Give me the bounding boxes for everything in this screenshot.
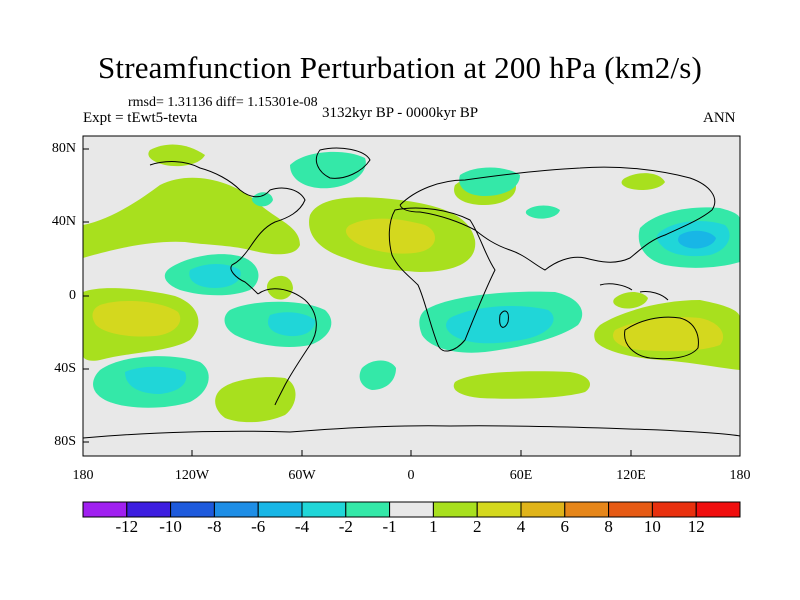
map-title: Streamfunction Perturbation at 200 hPa (… <box>97 50 703 85</box>
lon-label-180e: 180 <box>729 468 751 483</box>
colorbar-cell <box>389 501 434 518</box>
colorbar-cell <box>82 501 128 518</box>
colorbar-label: 2 <box>472 517 482 536</box>
colorbar-label: -10 <box>159 517 182 536</box>
lon-label-60e: 60E <box>509 468 533 483</box>
lat-label-40n: 40N <box>51 214 76 229</box>
map-frame <box>82 135 741 457</box>
contour-pos-indian-south <box>453 371 590 399</box>
lon-label-180w: 180 <box>72 468 94 483</box>
colorbar-cell <box>345 501 391 518</box>
colorbar-cell <box>695 501 741 518</box>
coastline-north-america <box>149 161 306 295</box>
colorbar-label: -6 <box>251 517 266 536</box>
coastline-madagascar <box>499 310 509 328</box>
coastline-eurasia <box>399 166 716 271</box>
contour-pos-siberia <box>621 173 665 190</box>
lon-label-120w: 120W <box>174 468 210 483</box>
lon-label-0: 0 <box>407 468 415 483</box>
contour-pos-indonesia <box>613 292 648 309</box>
colorbar-label: 1 <box>429 517 438 536</box>
stats-line: rmsd= 1.31136 diff= 1.15301e-08 <box>128 95 318 110</box>
lon-label-60w: 60W <box>288 468 316 483</box>
contour-pos-atlantic-core <box>345 218 436 254</box>
colorbar-cell <box>432 501 478 518</box>
colorbar-cell <box>651 501 697 518</box>
colorbar <box>82 501 741 518</box>
experiment-label: Expt = tEwt5-tevta <box>83 110 198 126</box>
coastline-antarctica <box>83 425 740 439</box>
colorbar-cell <box>564 501 610 518</box>
colorbar-label: -2 <box>338 517 353 536</box>
colorbar-label: -1 <box>382 517 397 536</box>
contour-pos-south-pacific-core <box>92 300 181 337</box>
colorbar-label: -12 <box>115 517 139 536</box>
colorbar-cell <box>520 501 566 518</box>
colorbar-label: 4 <box>516 517 526 536</box>
colorbar-cell <box>257 501 303 518</box>
colorbar-label: -8 <box>207 517 222 536</box>
lat-label-40s: 40S <box>54 361 76 376</box>
contour-pos-australia-core <box>612 317 724 352</box>
colorbar-label: 12 <box>687 517 705 536</box>
colorbar-cell <box>476 501 522 518</box>
colorbar-cell <box>213 501 259 518</box>
colorbar-cell <box>608 501 653 518</box>
coastline-south-america <box>257 288 317 406</box>
contour-neg-east-pacific-core <box>267 312 316 337</box>
coastlines <box>83 147 740 439</box>
colorbar-label: 6 <box>560 517 570 536</box>
map-field <box>83 136 740 456</box>
colorbar-cell <box>301 501 347 518</box>
contour-neg-nw-pacific-center <box>678 230 716 249</box>
contour-pos-north-america <box>83 177 300 258</box>
contour-neg-south-pacific-core <box>125 366 187 394</box>
coastline-australia <box>624 316 699 360</box>
lat-label-eq: 0 <box>69 288 76 303</box>
coastline-indonesia <box>599 283 669 301</box>
colorbar-label: 8 <box>604 517 613 536</box>
contour-neg-north-america-small <box>252 192 273 207</box>
lat-label-80s: 80S <box>54 434 76 449</box>
contour-neg-central-america-core <box>189 264 241 288</box>
coastline-africa <box>388 207 496 352</box>
season-label: ANN <box>703 110 736 126</box>
lon-label-120e: 120E <box>616 468 646 483</box>
colorbar-cell <box>170 501 215 518</box>
contour-neg-arctic <box>290 151 366 189</box>
contour-neg-west-asia <box>525 205 560 219</box>
colorbar-cell <box>126 501 172 518</box>
colorbar-label: -4 <box>294 517 310 536</box>
period-label: 3132kyr BP - 0000kyr BP <box>322 105 479 121</box>
contour-pos-peru <box>266 275 293 300</box>
lat-label-80n: 80N <box>51 141 76 156</box>
colorbar-label: 10 <box>643 517 661 536</box>
coastline-greenland <box>315 147 371 179</box>
contour-neg-south-atlantic-small <box>359 360 396 390</box>
contour-pos-south-atlantic <box>215 377 296 423</box>
contour-pos-arctic <box>148 144 205 167</box>
